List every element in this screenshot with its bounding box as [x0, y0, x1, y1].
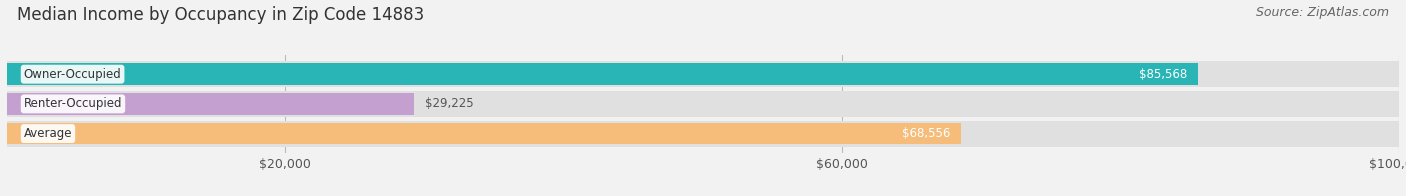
Text: Owner-Occupied: Owner-Occupied: [24, 68, 121, 81]
Bar: [7, 61, 1399, 87]
Bar: [7, 121, 1399, 147]
Text: Source: ZipAtlas.com: Source: ZipAtlas.com: [1256, 6, 1389, 19]
Bar: [7, 64, 1198, 85]
Bar: [7, 93, 413, 115]
Text: Median Income by Occupancy in Zip Code 14883: Median Income by Occupancy in Zip Code 1…: [17, 6, 425, 24]
Text: $85,568: $85,568: [1139, 68, 1187, 81]
Bar: [7, 91, 1399, 117]
Text: $68,556: $68,556: [901, 127, 950, 140]
Bar: [7, 123, 962, 144]
Text: Average: Average: [24, 127, 72, 140]
Text: $29,225: $29,225: [425, 97, 474, 110]
Text: Renter-Occupied: Renter-Occupied: [24, 97, 122, 110]
